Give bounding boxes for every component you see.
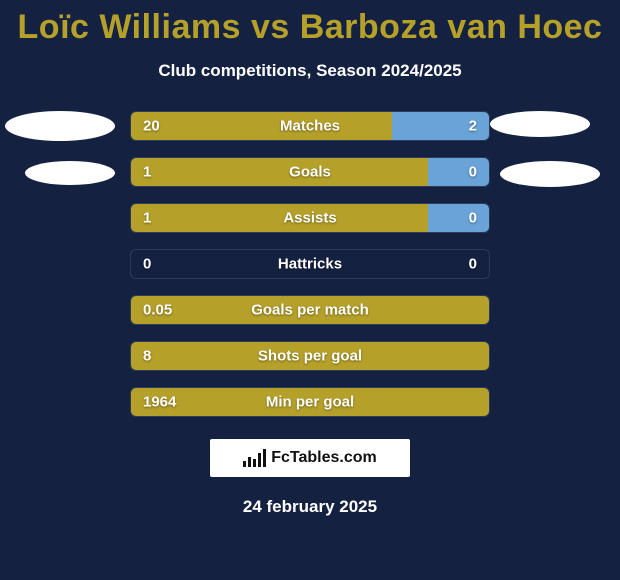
logo-text: FcTables.com	[271, 449, 377, 467]
date-label: 24 february 2025	[0, 497, 620, 517]
stat-row: 0Hattricks0	[130, 249, 490, 279]
value-right: 0	[469, 164, 477, 181]
value-right: 2	[469, 118, 477, 135]
page-subtitle: Club competitions, Season 2024/2025	[0, 61, 620, 81]
stat-label: Shots per goal	[131, 348, 489, 365]
stat-row: 1Assists0	[130, 203, 490, 233]
stat-label: Goals per match	[131, 302, 489, 319]
value-right: 0	[469, 210, 477, 227]
stat-row: 20Matches2	[130, 111, 490, 141]
stat-label: Goals	[131, 164, 489, 181]
comparison-chart: 20Matches21Goals01Assists00Hattricks00.0…	[0, 111, 620, 417]
decoration-ellipse	[500, 161, 600, 187]
bar-chart-icon	[243, 449, 265, 467]
stat-label: Min per goal	[131, 394, 489, 411]
value-right: 0	[469, 256, 477, 273]
stat-label: Hattricks	[131, 256, 489, 273]
decoration-ellipse	[25, 161, 115, 185]
source-logo: FcTables.com	[210, 439, 410, 477]
stat-row: 1Goals0	[130, 157, 490, 187]
stat-label: Assists	[131, 210, 489, 227]
decoration-ellipse	[5, 111, 115, 141]
stat-row: 1964Min per goal	[130, 387, 490, 417]
page-title: Loïc Williams vs Barboza van Hoec	[0, 0, 620, 47]
stat-label: Matches	[131, 118, 489, 135]
stat-row: 0.05Goals per match	[130, 295, 490, 325]
stat-row: 8Shots per goal	[130, 341, 490, 371]
decoration-ellipse	[490, 111, 590, 137]
